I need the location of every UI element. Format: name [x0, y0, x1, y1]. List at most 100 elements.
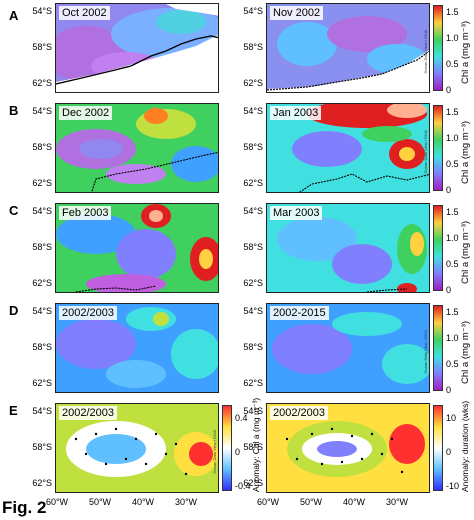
colorbar-tick-row2-0: 1.5 — [446, 207, 459, 217]
lat-tick-row0-col0-0: 54°S — [32, 6, 52, 16]
lon-tick-left-40: 40°W — [131, 497, 155, 507]
lat-tick-row1-col1-0: 54°S — [243, 106, 263, 116]
lat-tick-row2-col1-1: 58°S — [243, 242, 263, 252]
row-letter-a: A — [9, 8, 19, 23]
colorbar-tick-row0-2: 0.5 — [446, 59, 459, 69]
colorbar-tick-row3-2: 0.5 — [446, 359, 459, 369]
row-letter-e: E — [9, 403, 18, 418]
panel-title-c-right: Mar 2003 — [270, 206, 323, 220]
row-letter-d: D — [9, 303, 19, 318]
credit-text-b: Ocean Data View / DIVA — [423, 130, 428, 174]
colorbar-label-e-right: Anomaly: duration (wks) — [460, 400, 470, 492]
map-panel-c-right: Mar 2003 — [266, 203, 430, 293]
colorbar-label-c: Chl a (mg m⁻³) — [460, 220, 471, 284]
lon-tick-left-60: 60°W — [45, 497, 69, 507]
chl-map-a-left — [56, 4, 218, 92]
lat-tick-row1-col0-1: 58°S — [32, 142, 52, 152]
map-panel-a-right: Nov 2002 — [266, 3, 430, 93]
lat-tick-row4-col0-2: 62°S — [32, 478, 52, 488]
colorbar-label-d: Chl a (mg m⁻³) — [460, 320, 471, 384]
colorbar-tick-e-right-1: 0 — [446, 447, 452, 457]
lon-tick-left-30: 30°W — [174, 497, 198, 507]
lat-tick-row2-col1-2: 62°S — [243, 278, 263, 288]
panel-title-c-left: Feb 2003 — [59, 206, 112, 220]
row-letter-c: C — [9, 203, 19, 218]
lat-tick-row3-col0-0: 54°S — [32, 306, 52, 316]
colorbar-c — [433, 205, 443, 291]
map-panel-d-right: 2002-2015 — [266, 303, 430, 393]
colorbar-tick-row2-2: 0.5 — [446, 259, 459, 269]
colorbar-b — [433, 105, 443, 191]
panel-title-e-right: 2002/2003 — [270, 406, 328, 420]
panel-title-b-right: Jan 2003 — [270, 106, 322, 120]
lon-tick-right-40: 40°W — [342, 497, 366, 507]
panel-title-e-left: 2002/2003 — [59, 406, 117, 420]
panel-title-a-left: Oct 2002 — [59, 6, 110, 20]
map-panel-b-right: Jan 2003 — [266, 103, 430, 193]
lat-tick-row3-col1-1: 58°S — [243, 342, 263, 352]
colorbar-tick-row3-1: 1.0 — [446, 333, 459, 343]
map-panel-b-left: Dec 2002 — [55, 103, 219, 193]
lat-tick-row4-col1-1: 58°S — [243, 442, 263, 452]
figure-label: Fig. 2 — [2, 498, 47, 517]
map-panel-a-left: Oct 2002 — [55, 3, 219, 93]
credit-text-d: Ocean Data View / DIVA — [423, 330, 428, 374]
anomaly-map-e-right — [267, 404, 429, 492]
colorbar-label-b: Chl a (mg m⁻³) — [460, 120, 471, 184]
lat-tick-row3-col1-0: 54°S — [243, 306, 263, 316]
colorbar-tick-row1-2: 0.5 — [446, 159, 459, 169]
lat-tick-row2-col1-0: 54°S — [243, 206, 263, 216]
colorbar-tick-e-left-1: 0 — [235, 447, 241, 457]
map-panel-e-right: 2002/2003 — [266, 403, 430, 493]
colorbar-e-left — [222, 405, 232, 491]
colorbar-tick-row1-1: 1.0 — [446, 133, 459, 143]
credit-text-a: Ocean Data View / DIVA — [423, 30, 428, 74]
lat-tick-row4-col1-0: 54°S — [243, 406, 263, 416]
colorbar-tick-row1-0: 1.5 — [446, 107, 459, 117]
lat-tick-row4-col0-1: 58°S — [32, 442, 52, 452]
colorbar-e-right — [433, 405, 443, 491]
lat-tick-row1-col0-2: 62°S — [32, 178, 52, 188]
lon-tick-left-50: 50°W — [88, 497, 112, 507]
map-panel-c-left: Feb 2003 — [55, 203, 219, 293]
lat-tick-row1-col1-1: 58°S — [243, 142, 263, 152]
map-panel-d-left: 2002/2003 — [55, 303, 219, 393]
lon-tick-right-50: 50°W — [299, 497, 323, 507]
colorbar-label-a: Chl a (mg m⁻³) — [460, 20, 471, 84]
lat-tick-row2-col0-0: 54°S — [32, 206, 52, 216]
colorbar-tick-row3-3: 0 — [446, 385, 452, 395]
lat-tick-row0-col0-1: 58°S — [32, 42, 52, 52]
colorbar-tick-row2-3: 0 — [446, 285, 452, 295]
lat-tick-row4-col1-2: 62°S — [243, 478, 263, 488]
lat-tick-row4-col0-0: 54°S — [32, 406, 52, 416]
colorbar-tick-row0-1: 1.0 — [446, 33, 459, 43]
lat-tick-row0-col1-2: 62°S — [243, 78, 263, 88]
lat-tick-row3-col1-2: 62°S — [243, 378, 263, 388]
lat-tick-row0-col1-1: 58°S — [243, 42, 263, 52]
chl-map-d-right — [267, 304, 429, 392]
map-panel-e-left: 2002/2003 — [55, 403, 219, 493]
lat-tick-row1-col0-0: 54°S — [32, 106, 52, 116]
colorbar-tick-row1-3: 0 — [446, 185, 452, 195]
chl-map-b-left — [56, 104, 218, 192]
credit-text-e: Ocean Data View / DIVA — [212, 430, 217, 474]
panel-title-d-right: 2002-2015 — [270, 306, 329, 320]
lon-tick-right-60: 60°W — [256, 497, 280, 507]
lon-tick-right-30: 30°W — [385, 497, 409, 507]
lat-tick-row0-col1-0: 54°S — [243, 6, 263, 16]
colorbar-tick-e-right-0: 10 — [446, 413, 457, 423]
colorbar-tick-row0-3: 0 — [446, 85, 452, 95]
colorbar-tick-e-left-0: 0.4 — [235, 413, 248, 423]
lat-tick-row2-col0-1: 58°S — [32, 242, 52, 252]
panel-title-d-left: 2002/2003 — [59, 306, 117, 320]
colorbar-label-e-left: Anomaly: Chl a (mg m⁻³) — [251, 397, 261, 492]
lat-tick-row3-col0-1: 58°S — [32, 342, 52, 352]
colorbar-tick-e-left-2: -0.4 — [235, 481, 251, 491]
lat-tick-row1-col1-2: 62°S — [243, 178, 263, 188]
lat-tick-row2-col0-2: 62°S — [32, 278, 52, 288]
panel-title-b-left: Dec 2002 — [59, 106, 113, 120]
lat-tick-row0-col0-2: 62°S — [32, 78, 52, 88]
panel-title-a-right: Nov 2002 — [270, 6, 324, 20]
colorbar-tick-row0-0: 1.5 — [446, 7, 459, 17]
row-letter-b: B — [9, 103, 19, 118]
